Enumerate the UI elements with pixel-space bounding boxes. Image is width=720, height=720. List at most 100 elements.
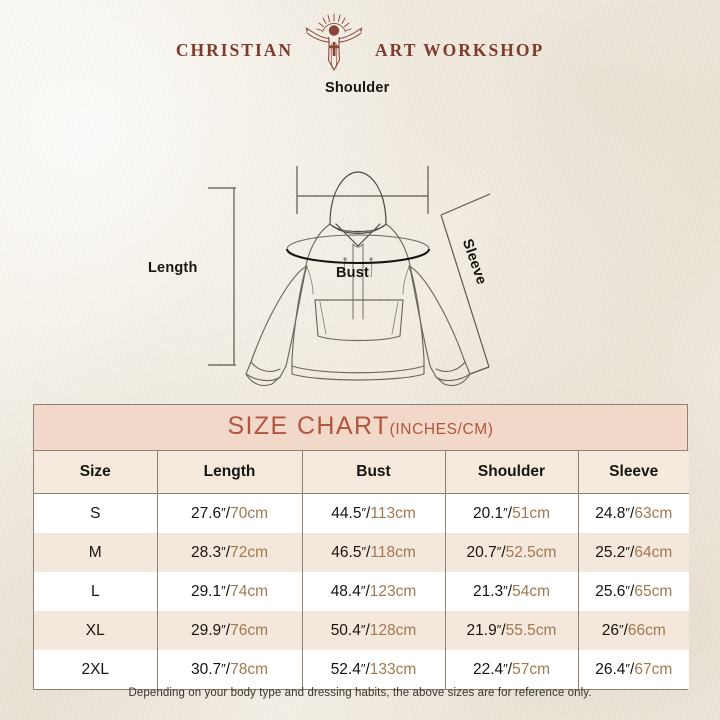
cell-length: 29.9″/76cm — [157, 611, 303, 650]
value-cm: 67cm — [634, 660, 673, 678]
value-inches: 52.4 — [330, 660, 361, 678]
cell-length: 30.7″/78cm — [157, 650, 303, 689]
value-inches: 20.1 — [473, 504, 504, 522]
cell-bust: 50.4″/128cm — [302, 611, 446, 650]
value-cm: 76cm — [230, 621, 268, 639]
value-cm: 118cm — [370, 543, 416, 561]
cell-shoulder: 20.1″/51cm — [445, 493, 579, 533]
value-inches: 24.8 — [595, 504, 626, 522]
size-chart-title: SIZE CHART(INCHES/CM) — [34, 405, 687, 451]
value-inches: 29.1 — [191, 582, 222, 600]
cell-length: 27.6″/70cm — [157, 493, 303, 533]
size-chart: SIZE CHART(INCHES/CM) Size Length Bust S… — [33, 404, 689, 690]
cell-shoulder: 22.4″/57cm — [445, 650, 579, 689]
value-cm: 57cm — [512, 660, 550, 678]
column-header-bust: Bust — [302, 451, 446, 494]
inch-symbol: ″ — [221, 660, 226, 676]
table-row: S 27.6″/70cm 44.5″/113cm 20.1″/51cm 24.8… — [34, 493, 689, 533]
size-chart-title-units: (INCHES/CM) — [389, 421, 494, 438]
cell-size: S — [34, 493, 158, 533]
sleeve-guide — [440, 193, 491, 375]
value-cm: 65cm — [634, 582, 673, 600]
cell-shoulder: 21.9″/55.5cm — [445, 611, 579, 650]
cell-bust: 48.4″/123cm — [302, 572, 446, 611]
value-inches: 48.4 — [330, 582, 361, 600]
cell-size: 2XL — [34, 650, 158, 689]
size-chart-disclaimer: Depending on your body type and dressing… — [128, 687, 592, 699]
inch-symbol: ″ — [625, 543, 631, 559]
value-inches: 26.4 — [595, 660, 626, 678]
value-inches: 28.3 — [191, 543, 222, 561]
value-cm: 78cm — [230, 660, 268, 678]
inch-symbol: ″ — [618, 621, 624, 637]
inch-symbol: ″ — [360, 621, 366, 637]
cell-shoulder: 21.3″/54cm — [445, 572, 579, 611]
brand-name-left: CHRISTIAN — [175, 40, 294, 61]
value-inches: 44.5 — [331, 504, 362, 522]
cell-bust: 44.5″/113cm — [302, 493, 446, 533]
value-cm: 74cm — [230, 582, 268, 600]
cell-bust: 46.5″/118cm — [302, 533, 446, 572]
value-inches: 27.6 — [191, 504, 222, 522]
value-cm: 128cm — [369, 621, 417, 639]
length-guide — [208, 187, 236, 366]
garment-measurement-diagram: Shoulder Bust Length Sleeve — [0, 74, 720, 400]
inch-symbol: ″ — [625, 582, 631, 598]
value-cm: 70cm — [230, 504, 268, 522]
cell-sleeve: 26″/66cm — [578, 611, 689, 650]
value-inches: 25.6 — [595, 582, 626, 600]
size-chart-table: Size Length Bust Shoulder Sleeve S 27.6″… — [34, 451, 689, 689]
table-row: M 28.3″/72cm 46.5″/118cm 20.7″/52.5cm 25… — [34, 533, 689, 572]
column-header-size: Size — [34, 451, 158, 494]
value-inches: 20.7 — [466, 543, 497, 561]
value-inches: 50.4 — [330, 621, 361, 639]
value-cm: 113cm — [370, 504, 416, 522]
value-cm: 52.5cm — [505, 543, 557, 561]
value-cm: 63cm — [634, 504, 673, 522]
cell-length: 29.1″/74cm — [157, 572, 303, 611]
brand-header: CHRISTIAN — [0, 12, 720, 74]
bust-label: Bust — [336, 265, 370, 281]
inch-symbol: ″ — [361, 543, 367, 559]
value-inches: 21.9 — [466, 621, 497, 639]
inch-symbol: ″ — [360, 660, 366, 676]
value-cm: 64cm — [634, 543, 673, 561]
cell-bust: 52.4″/133cm — [302, 650, 446, 689]
inch-symbol: ″ — [503, 504, 508, 520]
inch-symbol: ″ — [625, 660, 631, 676]
bust-measure-ellipse — [285, 234, 431, 265]
value-inches: 21.3 — [473, 582, 504, 600]
value-inches: 26 — [601, 621, 619, 639]
column-header-shoulder: Shoulder — [445, 451, 579, 494]
cell-sleeve: 25.6″/65cm — [578, 572, 689, 611]
brand-name-right: ART WORKSHOP — [375, 40, 545, 61]
inch-symbol: ″ — [496, 543, 502, 559]
shoulder-label: Shoulder — [325, 80, 390, 96]
column-header-sleeve: Sleeve — [578, 451, 689, 494]
table-row: XL 29.9″/76cm 50.4″/128cm 21.9″/55.5cm 2… — [34, 611, 689, 650]
shoulder-guide — [296, 166, 429, 214]
inch-symbol: ″ — [221, 582, 226, 598]
table-header-row: Size Length Bust Shoulder Sleeve — [34, 451, 689, 494]
inch-symbol: ″ — [361, 504, 367, 520]
cell-size: XL — [34, 611, 158, 650]
cell-sleeve: 26.4″/67cm — [578, 650, 689, 689]
value-cm: 72cm — [230, 543, 268, 561]
inch-symbol: ″ — [221, 543, 226, 559]
inch-symbol: ″ — [503, 660, 508, 676]
cell-sleeve: 25.2″/64cm — [578, 533, 689, 572]
value-inches: 46.5 — [331, 543, 362, 561]
length-label: Length — [148, 260, 198, 276]
value-cm: 51cm — [512, 504, 550, 522]
inch-symbol: ″ — [221, 504, 226, 520]
value-inches: 30.7 — [191, 660, 222, 678]
cell-sleeve: 24.8″/63cm — [578, 493, 689, 533]
value-cm: 54cm — [512, 582, 550, 600]
inch-symbol: ″ — [360, 582, 366, 598]
table-row: 2XL 30.7″/78cm 52.4″/133cm 22.4″/57cm 26… — [34, 650, 689, 689]
value-cm: 133cm — [369, 660, 417, 678]
inch-symbol: ″ — [221, 621, 226, 637]
value-cm: 66cm — [627, 621, 666, 639]
inch-symbol: ″ — [625, 504, 631, 520]
inch-symbol: ″ — [496, 621, 502, 637]
